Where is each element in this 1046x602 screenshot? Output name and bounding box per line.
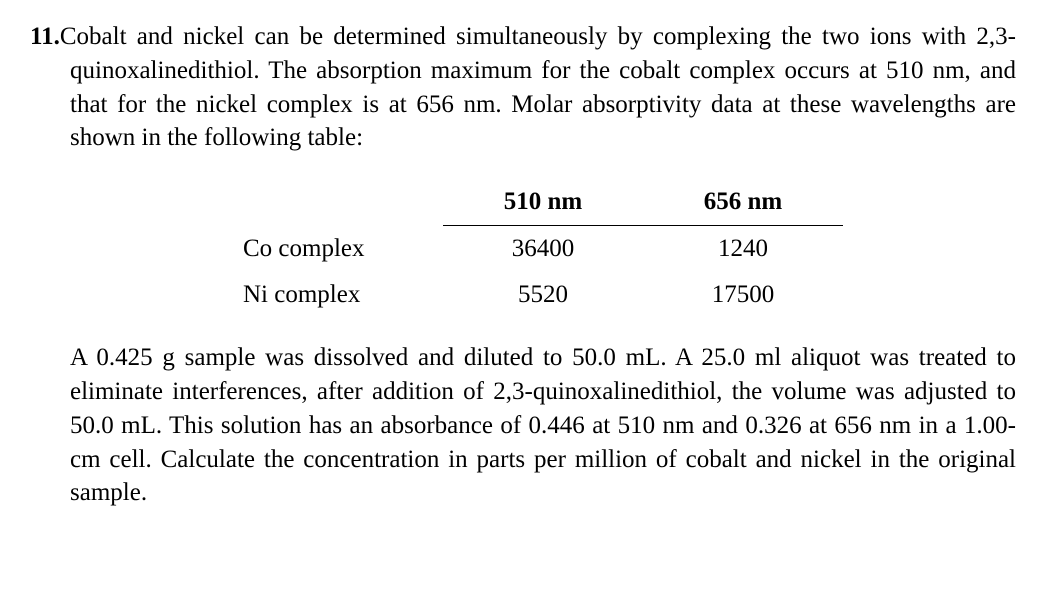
row-label-ni: Ni complex xyxy=(203,272,443,318)
row-ni-656: 17500 xyxy=(643,272,843,318)
table-header-510nm: 510 nm xyxy=(443,179,643,225)
table-header-blank xyxy=(203,179,443,225)
problem-description: A 0.425 g sample was dissolved and dilut… xyxy=(30,341,1016,510)
table-row: Co complex 36400 1240 xyxy=(203,225,843,271)
table-header-row: 510 nm 656 nm xyxy=(203,179,843,225)
intro-text-content: Cobalt and nickel can be determined simu… xyxy=(60,23,1016,151)
table-header-656nm: 656 nm xyxy=(643,179,843,225)
row-co-656: 1240 xyxy=(643,225,843,271)
row-label-co: Co complex xyxy=(203,225,443,271)
problem-number: 11. xyxy=(30,23,60,50)
absorptivity-table-container: 510 nm 656 nm Co complex 36400 1240 Ni c… xyxy=(203,179,843,317)
row-co-510: 36400 xyxy=(443,225,643,271)
problem-intro: 11.Cobalt and nickel can be determined s… xyxy=(30,20,1016,155)
table-row: Ni complex 5520 17500 xyxy=(203,272,843,318)
problem-container: 11.Cobalt and nickel can be determined s… xyxy=(30,20,1016,510)
absorptivity-table: 510 nm 656 nm Co complex 36400 1240 Ni c… xyxy=(203,179,843,317)
row-ni-510: 5520 xyxy=(443,272,643,318)
